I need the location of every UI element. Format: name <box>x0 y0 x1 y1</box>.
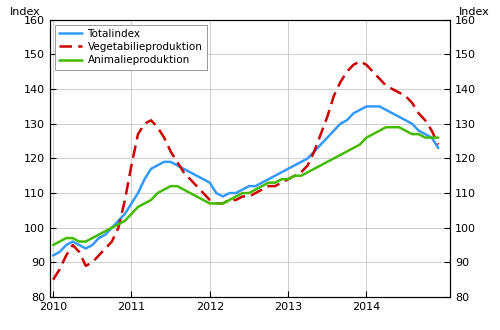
Animalieproduktion <box>180 187 186 191</box>
Vegetabilieproduktion <box>180 170 186 174</box>
Totalindex <box>436 146 442 150</box>
Vegetabilieproduktion <box>161 136 167 140</box>
Animalieproduktion <box>383 125 389 129</box>
Animalieproduktion <box>292 174 298 178</box>
Totalindex <box>174 163 180 167</box>
Totalindex <box>50 253 56 257</box>
Totalindex <box>116 219 121 223</box>
Text: Index: Index <box>460 7 490 17</box>
Totalindex <box>292 163 298 167</box>
Animalieproduktion <box>116 222 121 226</box>
Vegetabilieproduktion <box>357 59 363 63</box>
Animalieproduktion <box>436 136 442 140</box>
Line: Vegetabilieproduktion: Vegetabilieproduktion <box>53 61 438 280</box>
Animalieproduktion <box>161 187 167 191</box>
Vegetabilieproduktion <box>292 174 298 178</box>
Vegetabilieproduktion <box>116 226 121 230</box>
Totalindex <box>364 104 370 108</box>
Vegetabilieproduktion <box>50 278 56 282</box>
Animalieproduktion <box>50 243 56 247</box>
Line: Totalindex: Totalindex <box>53 106 438 255</box>
Totalindex <box>148 167 154 171</box>
Animalieproduktion <box>148 198 154 202</box>
Line: Animalieproduktion: Animalieproduktion <box>53 127 438 245</box>
Animalieproduktion <box>174 184 180 188</box>
Vegetabilieproduktion <box>436 143 442 147</box>
Text: Index: Index <box>10 7 41 17</box>
Legend: Totalindex, Vegetabilieproduktion, Animalieproduktion: Totalindex, Vegetabilieproduktion, Anima… <box>55 25 206 70</box>
Totalindex <box>180 167 186 171</box>
Vegetabilieproduktion <box>174 160 180 164</box>
Totalindex <box>161 160 167 164</box>
Vegetabilieproduktion <box>148 118 154 122</box>
